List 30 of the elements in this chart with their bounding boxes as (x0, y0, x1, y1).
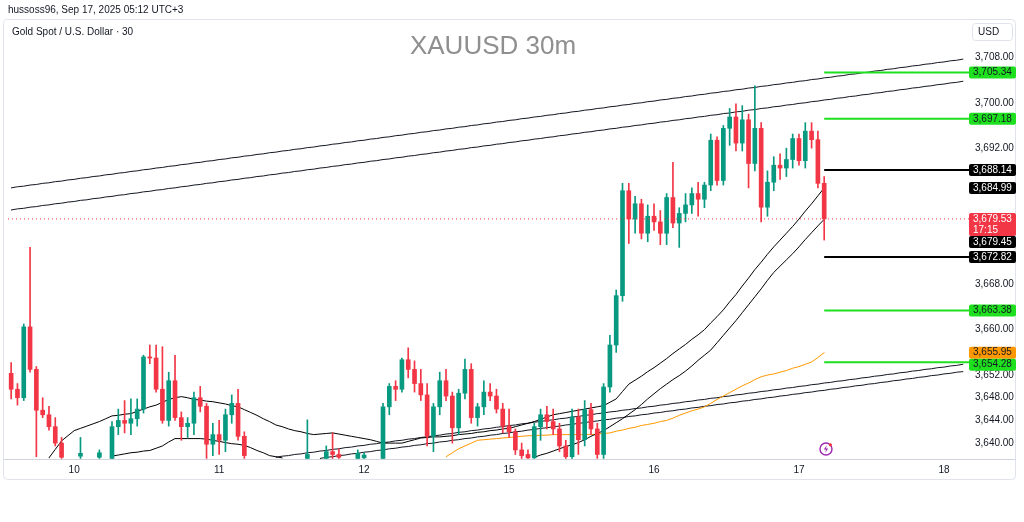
ref-line-label: 3,672.82 (973, 250, 1013, 262)
ref-line-label: 3,654.28 (973, 358, 1013, 370)
text: 3,679.45 (973, 235, 1013, 247)
text: 3,655.95 (973, 346, 1013, 358)
ref-line-label: 3,688.14 (973, 163, 1013, 175)
x-tick-label: 15 (503, 463, 516, 475)
chart-title: XAUUSD 30m (409, 30, 577, 61)
ref-line-label: 3,663.38 (973, 304, 1013, 316)
x-tick-label: 17 (793, 463, 805, 475)
y-tick-label: 3,692.00 (975, 141, 1015, 153)
x-tick-label: 10 (68, 463, 81, 475)
y-tick-label: 3,668.00 (975, 278, 1015, 290)
y-tick-label: 3,644.00 (975, 414, 1015, 426)
y-tick-label: 3,648.00 (975, 391, 1015, 403)
text: hussoss96, Sep 17, 2025 05:12 UTC+3 (8, 3, 184, 15)
text: 3,684.99 (973, 181, 1013, 193)
ref-line-label: 3,705.34 (973, 66, 1013, 78)
y-tick-label: 3,700.00 (975, 96, 1015, 108)
y-tick-label: 3,640.00 (975, 436, 1015, 448)
y-tick-label: 3,708.00 (975, 51, 1015, 63)
ref-line-label: 3,679.53 17:15 (973, 212, 1013, 235)
y-tick-label: 3,660.00 (975, 323, 1015, 335)
x-tick-label: 12 (358, 463, 371, 475)
x-tick-label: 18 (938, 463, 950, 475)
y-tick-label: 3,652.00 (975, 368, 1015, 380)
y-axis-title: USD (978, 25, 1000, 37)
text: Gold Spot / U.S. Dollar · 30 (12, 25, 134, 37)
x-tick-label: 16 (648, 463, 661, 475)
ref-line-label: 3,697.18 (973, 112, 1013, 124)
x-tick-label: 11 (213, 463, 225, 475)
